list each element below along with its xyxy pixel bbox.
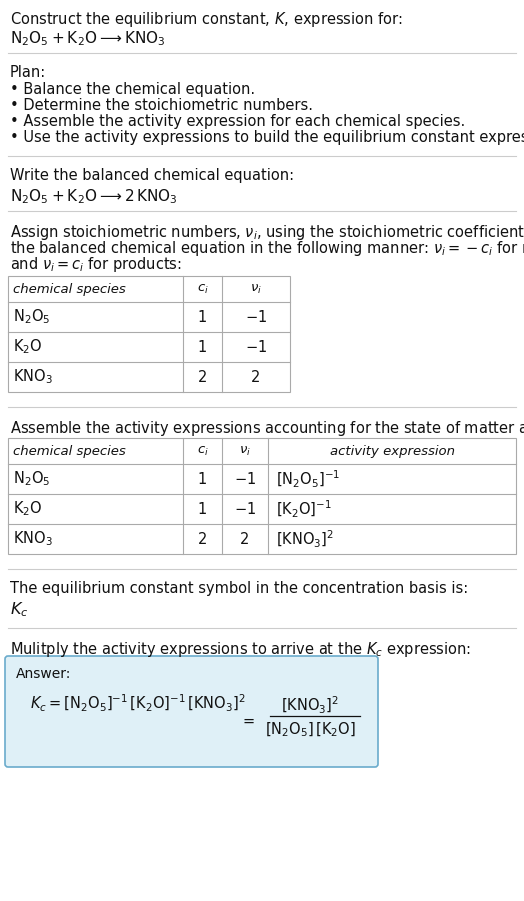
Text: • Assemble the activity expression for each chemical species.: • Assemble the activity expression for e… (10, 114, 465, 129)
Text: $-1$: $-1$ (234, 471, 256, 487)
FancyBboxPatch shape (5, 656, 378, 767)
Text: Construct the equilibrium constant, $K$, expression for:: Construct the equilibrium constant, $K$,… (10, 10, 402, 29)
Text: $[\mathrm{K_2O}]^{-1}$: $[\mathrm{K_2O}]^{-1}$ (276, 498, 332, 520)
Text: $\nu_i$: $\nu_i$ (250, 282, 262, 296)
Text: $-1$: $-1$ (245, 339, 267, 355)
Text: and $\nu_i = c_i$ for products:: and $\nu_i = c_i$ for products: (10, 255, 182, 274)
Bar (8, 276, 290, 392)
Text: $\mathrm{N_2O_5}$: $\mathrm{N_2O_5}$ (13, 469, 50, 488)
Text: Plan:: Plan: (10, 65, 46, 80)
Text: $=$: $=$ (241, 713, 256, 727)
Text: 2: 2 (252, 369, 260, 385)
Text: 1: 1 (198, 340, 207, 354)
Text: $[\mathrm{N_2O_5}]\,[\mathrm{K_2O}]$: $[\mathrm{N_2O_5}]\,[\mathrm{K_2O}]$ (265, 721, 355, 739)
Text: $\mathrm{N_2O_5 + K_2O \longrightarrow KNO_3}$: $\mathrm{N_2O_5 + K_2O \longrightarrow K… (10, 29, 166, 48)
Bar (8, 438, 516, 554)
Text: 1: 1 (198, 502, 207, 516)
Text: $K_c$: $K_c$ (10, 600, 28, 619)
Text: activity expression: activity expression (330, 444, 454, 458)
Text: $[\mathrm{KNO_3}]^{2}$: $[\mathrm{KNO_3}]^{2}$ (281, 696, 339, 716)
Text: $-1$: $-1$ (245, 309, 267, 325)
Text: $c_i$: $c_i$ (196, 444, 209, 458)
Text: $\mathrm{N_2O_5}$: $\mathrm{N_2O_5}$ (13, 307, 50, 326)
Text: $\mathrm{K_2O}$: $\mathrm{K_2O}$ (13, 500, 42, 518)
Text: 1: 1 (198, 310, 207, 324)
Text: $\mathrm{K_2O}$: $\mathrm{K_2O}$ (13, 338, 42, 357)
Text: Assemble the activity expressions accounting for the state of matter and $\nu_i$: Assemble the activity expressions accoun… (10, 419, 524, 438)
Text: Write the balanced chemical equation:: Write the balanced chemical equation: (10, 168, 294, 183)
Text: Assign stoichiometric numbers, $\nu_i$, using the stoichiometric coefficients, $: Assign stoichiometric numbers, $\nu_i$, … (10, 223, 524, 242)
Text: $\mathrm{KNO_3}$: $\mathrm{KNO_3}$ (13, 368, 53, 387)
Text: $-1$: $-1$ (234, 501, 256, 517)
Text: chemical species: chemical species (13, 283, 126, 296)
Text: $[\mathrm{KNO_3}]^{2}$: $[\mathrm{KNO_3}]^{2}$ (276, 529, 334, 550)
Text: $c_i$: $c_i$ (196, 282, 209, 296)
Text: Mulitply the activity expressions to arrive at the $K_c$ expression:: Mulitply the activity expressions to arr… (10, 640, 471, 659)
Text: 2: 2 (198, 369, 207, 385)
Text: • Balance the chemical equation.: • Balance the chemical equation. (10, 82, 255, 97)
Text: $[\mathrm{N_2O_5}]^{-1}$: $[\mathrm{N_2O_5}]^{-1}$ (276, 469, 341, 489)
Text: 2: 2 (198, 532, 207, 547)
Text: $\mathrm{N_2O_5 + K_2O \longrightarrow 2\,KNO_3}$: $\mathrm{N_2O_5 + K_2O \longrightarrow 2… (10, 187, 178, 205)
Text: chemical species: chemical species (13, 444, 126, 458)
Text: Answer:: Answer: (16, 667, 71, 681)
Text: The equilibrium constant symbol in the concentration basis is:: The equilibrium constant symbol in the c… (10, 581, 468, 596)
Text: 1: 1 (198, 471, 207, 487)
Text: • Use the activity expressions to build the equilibrium constant expression.: • Use the activity expressions to build … (10, 130, 524, 145)
Text: the balanced chemical equation in the following manner: $\nu_i = -c_i$ for react: the balanced chemical equation in the fo… (10, 239, 524, 258)
Text: $K_c = [\mathrm{N_2O_5}]^{-1}\,[\mathrm{K_2O}]^{-1}\,[\mathrm{KNO_3}]^{2}$: $K_c = [\mathrm{N_2O_5}]^{-1}\,[\mathrm{… (30, 694, 246, 714)
Text: 2: 2 (241, 532, 250, 547)
Text: $\nu_i$: $\nu_i$ (239, 444, 251, 458)
Text: • Determine the stoichiometric numbers.: • Determine the stoichiometric numbers. (10, 98, 313, 113)
Text: $\mathrm{KNO_3}$: $\mathrm{KNO_3}$ (13, 530, 53, 549)
